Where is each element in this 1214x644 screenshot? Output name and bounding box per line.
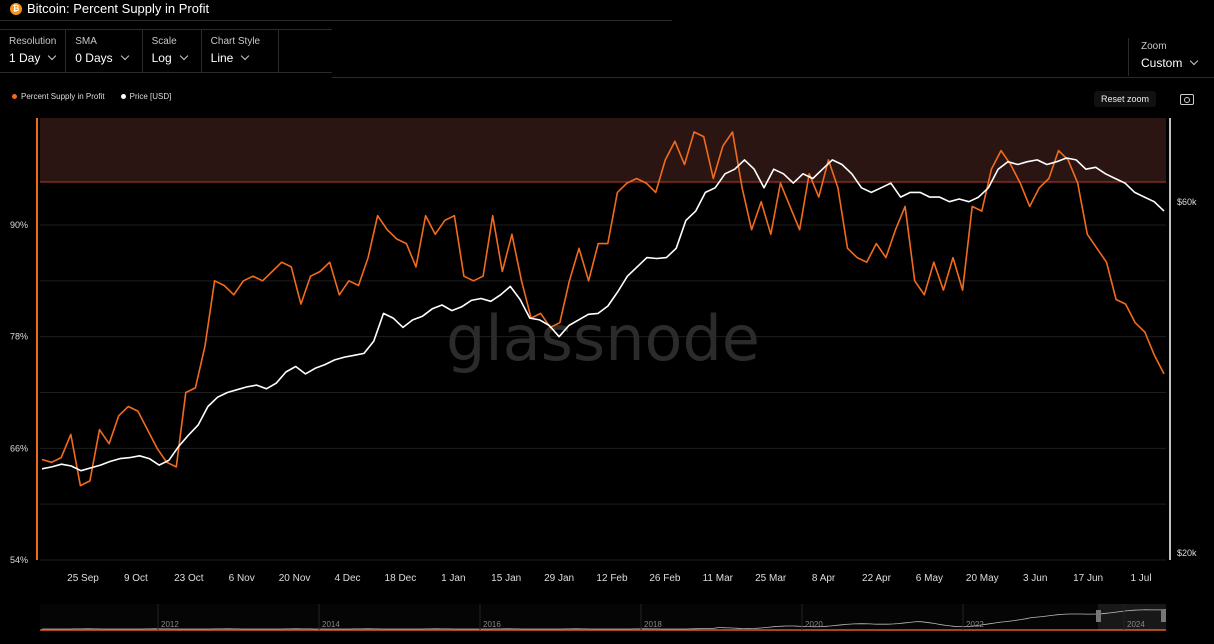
x-axis-ticks: 25 Sep 9 Oct 23 Oct 6 Nov 20 Nov 4 Dec 18 Dec 1… <box>67 573 1151 584</box>
chart-title-text: Bitcoin: Percent Supply in Profit <box>27 1 210 16</box>
header-divider <box>332 77 1214 78</box>
navigator-year-label: 2016 <box>483 620 501 629</box>
legend-item-supply[interactable]: Percent Supply in Profit <box>12 92 105 101</box>
chart-legend: Percent Supply in Profit Price [USD] <box>12 92 171 101</box>
x-tick-label: 3 Jun <box>1023 573 1047 584</box>
grid-lines <box>40 224 1166 561</box>
y-right-tick-label: $20k <box>1177 548 1197 558</box>
zoom-value: Custom <box>1141 56 1183 70</box>
resolution-dropdown[interactable]: Resolution 1 Day <box>0 30 67 72</box>
x-tick-label: 17 Jun <box>1073 573 1103 584</box>
x-tick-label: 23 Oct <box>174 573 204 584</box>
navigator-handle-right[interactable] <box>1161 610 1166 622</box>
camera-icon[interactable] <box>1180 94 1194 105</box>
x-tick-label: 18 Dec <box>385 573 417 584</box>
sma-value: 0 Days <box>75 51 113 65</box>
x-tick-label: 6 Nov <box>229 573 255 584</box>
x-tick-label: 9 Oct <box>124 573 148 584</box>
x-tick-label: 1 Jul <box>1130 573 1151 584</box>
chart-style-value: Line <box>210 51 234 65</box>
sma-dropdown[interactable]: SMA 0 Days <box>66 30 143 72</box>
scale-dropdown[interactable]: Scale Log <box>143 30 202 72</box>
x-tick-label: 25 Mar <box>755 573 787 584</box>
sma-label: SMA <box>75 36 97 47</box>
high-zone-band <box>40 118 1166 182</box>
navigator-year-label: 2018 <box>644 620 662 629</box>
x-tick-label: 4 Dec <box>334 573 360 584</box>
x-tick-label: 22 Apr <box>862 573 892 584</box>
navigator-year-label: 2024 <box>1127 620 1145 629</box>
watermark: glassnode <box>446 302 760 375</box>
resolution-value: 1 Day <box>9 51 41 65</box>
legend-item-price[interactable]: Price [USD] <box>120 92 172 101</box>
resolution-label: Resolution <box>9 36 57 47</box>
legend-dot <box>12 94 17 100</box>
series-line-supply <box>41 131 1165 487</box>
x-tick-label: 15 Jan <box>491 573 521 584</box>
scale-value: Log <box>151 51 172 65</box>
navigator-bg <box>40 604 1166 630</box>
chart-controls: Resolution 1 Day SMA 0 Days Scale Log Ch… <box>0 29 332 73</box>
chart-style-dropdown[interactable]: Chart Style Line <box>202 30 280 72</box>
scale-label: Scale <box>151 36 177 47</box>
zoom-label: Zoom <box>1141 41 1167 52</box>
x-tick-label: 12 Feb <box>596 573 628 584</box>
legend-dot <box>120 94 126 100</box>
navigator-year-label: 2012 <box>161 620 179 629</box>
time-navigator[interactable]: 2012 2014 2016 2018 2020 2022 2024 <box>40 604 1167 631</box>
chart-style-label: Chart Style <box>210 36 261 47</box>
x-tick-label: 20 Nov <box>279 573 311 584</box>
chart-title: ₿ Bitcoin: Percent Supply in Profit <box>10 1 209 16</box>
x-tick-label: 11 Mar <box>703 573 734 584</box>
legend-label: Price [USD] <box>129 92 172 101</box>
y-left-tick-label: 90% <box>10 220 28 230</box>
y-left-tick-label: 78% <box>10 332 28 342</box>
bitcoin-icon: ₿ <box>10 2 22 15</box>
zoom-dropdown[interactable]: Zoom Custom <box>1128 38 1214 76</box>
x-tick-label: 6 May <box>916 573 943 584</box>
navigator-year-label: 2020 <box>805 620 823 629</box>
y-left-tick-label: 54% <box>10 555 28 565</box>
reset-zoom-button[interactable]: Reset zoom <box>1094 91 1157 107</box>
y-left-tick-label: 66% <box>10 443 28 453</box>
navigator-selection[interactable] <box>1098 604 1166 630</box>
navigator-handle-left[interactable] <box>1096 610 1101 622</box>
navigator-year-label: 2014 <box>322 620 340 629</box>
x-tick-label: 29 Jan <box>544 573 574 584</box>
legend-label: Percent Supply in Profit <box>21 92 105 101</box>
x-tick-label: 1 Jan <box>441 573 465 584</box>
x-tick-label: 26 Feb <box>649 573 681 584</box>
y-right-tick-label: $60k <box>1177 197 1197 207</box>
x-tick-label: 25 Sep <box>67 573 99 584</box>
x-tick-label: 8 Apr <box>812 573 836 584</box>
title-bar: ₿ Bitcoin: Percent Supply in Profit <box>0 0 672 21</box>
right-axis-ticks: $20k $60k <box>1177 197 1197 558</box>
navigator-year-label: 2022 <box>966 620 984 629</box>
series-line-price <box>41 157 1165 472</box>
x-tick-label: 20 May <box>966 573 999 584</box>
left-axis-ticks: 54% 66% 78% 90% <box>10 220 28 565</box>
navigator-price-line <box>42 609 1167 630</box>
